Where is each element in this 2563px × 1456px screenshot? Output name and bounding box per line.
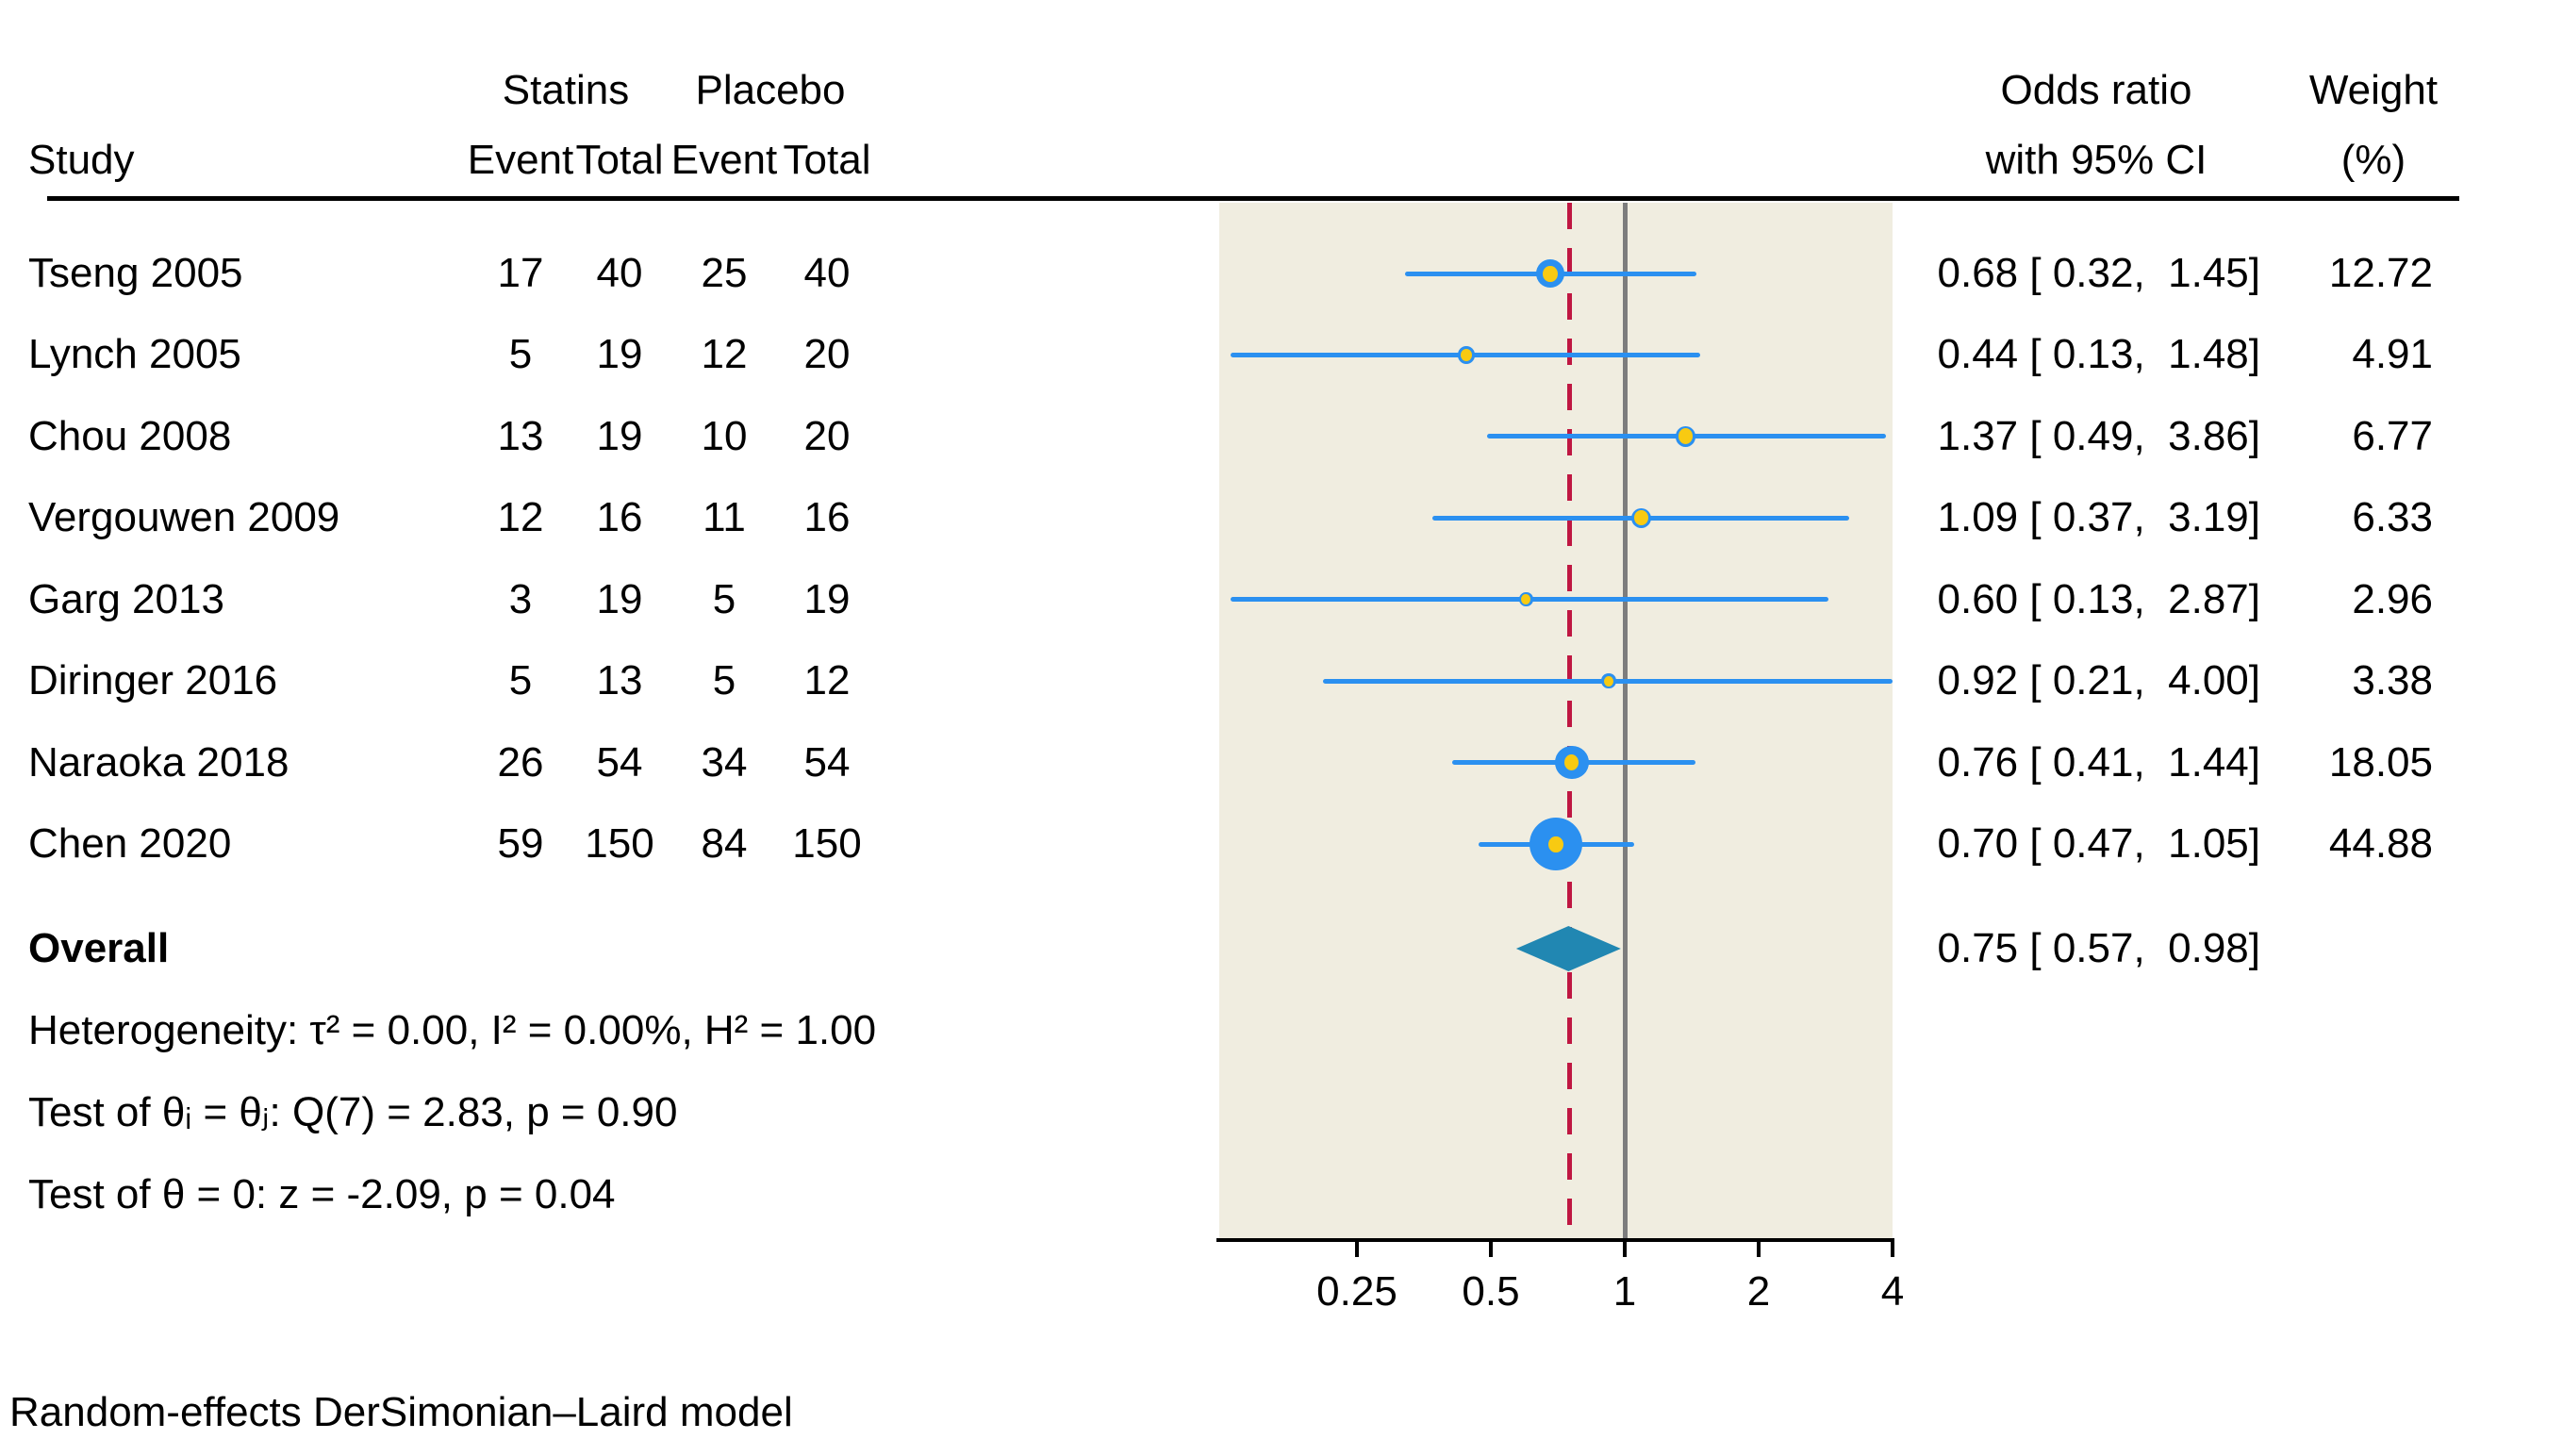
or-ci-value: 0.92 [ 0.21, 4.00]	[1937, 657, 2260, 704]
column-header-odds-ratio-line2: with 95% CI	[1985, 137, 2207, 183]
statins-event-cell: 17	[497, 250, 544, 296]
statins-total-cell: 13	[596, 657, 643, 704]
placebo-total-cell: 19	[803, 575, 851, 622]
statins-total-cell: 19	[596, 412, 643, 459]
test-theta-zero: Test of θ = 0: z = -2.09, p = 0.04	[28, 1171, 616, 1217]
weight-value: 4.91	[2352, 331, 2433, 378]
or-ci-value: 1.37 [ 0.49, 3.86]	[1937, 412, 2260, 459]
column-header-weight-line2: (%)	[2340, 137, 2406, 183]
study-name: Tseng 2005	[28, 250, 243, 296]
column-header-statins-total: Total	[575, 137, 664, 183]
study-name: Naraoka 2018	[28, 738, 289, 786]
weight-value: 12.72	[2328, 250, 2433, 296]
placebo-event-cell: 25	[701, 250, 748, 296]
placebo-total-cell: 12	[803, 657, 851, 704]
weight-value: 6.33	[2352, 494, 2433, 541]
statins-event-cell: 3	[508, 575, 533, 622]
heterogeneity-stats: Heterogeneity: τ² = 0.00, I² = 0.00%, H²…	[28, 1007, 877, 1053]
study-name: Chou 2008	[28, 412, 232, 459]
reference-line-or1	[1623, 203, 1628, 1238]
statins-total-cell: 40	[596, 250, 643, 296]
column-header-odds-ratio-line1: Odds ratio	[2000, 67, 2192, 113]
weight-value: 3.38	[2352, 657, 2433, 704]
or-marker-center	[1634, 510, 1648, 526]
column-header-placebo-event: Event	[670, 137, 778, 183]
group-header-placebo: Placebo	[695, 67, 846, 113]
x-tick-label: 1	[1612, 1268, 1637, 1315]
study-name: Vergouwen 2009	[28, 494, 340, 541]
or-marker-center	[1548, 836, 1563, 852]
x-tick-label: 2	[1746, 1268, 1771, 1315]
statins-total-cell: 19	[596, 331, 643, 378]
column-header-weight-line1: Weight	[2308, 67, 2439, 113]
weight-value: 18.05	[2328, 738, 2433, 786]
column-header-study: Study	[28, 137, 135, 183]
x-tick-label: 0.25	[1316, 1268, 1397, 1315]
weight-value: 44.88	[2328, 820, 2433, 867]
x-tick-label: 4	[1880, 1268, 1905, 1315]
or-marker-center	[1460, 348, 1472, 362]
placebo-total-cell: 16	[803, 494, 851, 541]
placebo-total-cell: 40	[803, 250, 851, 296]
or-marker-center	[1603, 675, 1613, 687]
column-header-placebo-total: Total	[783, 137, 871, 183]
group-header-statins: Statins	[502, 67, 630, 113]
placebo-event-cell: 34	[701, 738, 748, 786]
study-name: Lynch 2005	[28, 331, 241, 378]
test-theta-equality: Test of θᵢ = θⱼ: Q(7) = 2.83, p = 0.90	[28, 1089, 678, 1135]
statins-event-cell: 59	[497, 820, 544, 867]
placebo-event-cell: 11	[703, 494, 746, 541]
weight-value: 2.96	[2352, 575, 2433, 622]
statins-total-cell: 16	[596, 494, 643, 541]
statins-event-cell: 5	[508, 657, 533, 704]
placebo-event-cell: 12	[701, 331, 748, 378]
x-tick	[1757, 1238, 1761, 1257]
plot-area	[1219, 203, 1893, 1238]
statins-event-cell: 26	[497, 738, 544, 786]
model-footnote: Random-effects DerSimonian–Laird model	[9, 1389, 793, 1435]
study-name: Diringer 2016	[28, 657, 278, 704]
x-tick-label: 0.5	[1462, 1268, 1520, 1315]
overall-label: Overall	[28, 925, 170, 971]
x-tick	[1891, 1238, 1894, 1257]
statins-event-cell: 13	[497, 412, 544, 459]
placebo-total-cell: 20	[803, 412, 851, 459]
statins-total-cell: 54	[596, 738, 643, 786]
or-ci-value: 0.44 [ 0.13, 1.48]	[1937, 331, 2260, 378]
or-marker-center	[1678, 428, 1694, 445]
or-ci-value: 1.09 [ 0.37, 3.19]	[1937, 494, 2260, 541]
placebo-event-cell: 5	[712, 575, 736, 622]
placebo-event-cell: 84	[701, 820, 748, 867]
overall-or-ci-value: 0.75 [ 0.57, 0.98]	[1937, 925, 2260, 971]
study-name: Garg 2013	[28, 575, 224, 622]
x-tick	[1489, 1238, 1493, 1257]
column-header-statins-event: Event	[467, 137, 574, 183]
x-tick	[1355, 1238, 1359, 1257]
placebo-total-cell: 20	[803, 331, 851, 378]
x-axis-line	[1216, 1238, 1893, 1242]
x-tick	[1623, 1238, 1627, 1257]
weight-value: 6.77	[2352, 412, 2433, 459]
or-ci-value: 0.70 [ 0.47, 1.05]	[1937, 820, 2260, 867]
header-rule	[47, 196, 2459, 201]
or-ci-value: 0.68 [ 0.32, 1.45]	[1937, 250, 2260, 296]
statins-total-cell: 150	[585, 820, 654, 867]
or-marker-center	[1521, 594, 1531, 605]
statins-event-cell: 5	[508, 331, 533, 378]
statins-event-cell: 12	[497, 494, 544, 541]
or-marker-center	[1543, 265, 1558, 282]
or-ci-value: 0.60 [ 0.13, 2.87]	[1937, 575, 2260, 622]
or-ci-value: 0.76 [ 0.41, 1.44]	[1937, 738, 2260, 786]
placebo-total-cell: 150	[792, 820, 862, 867]
overall-dashed-line	[1567, 203, 1572, 1238]
placebo-event-cell: 10	[701, 412, 748, 459]
placebo-total-cell: 54	[803, 738, 851, 786]
statins-total-cell: 19	[596, 575, 643, 622]
study-name: Chen 2020	[28, 820, 232, 867]
or-marker-center	[1564, 754, 1579, 771]
placebo-event-cell: 5	[712, 657, 736, 704]
